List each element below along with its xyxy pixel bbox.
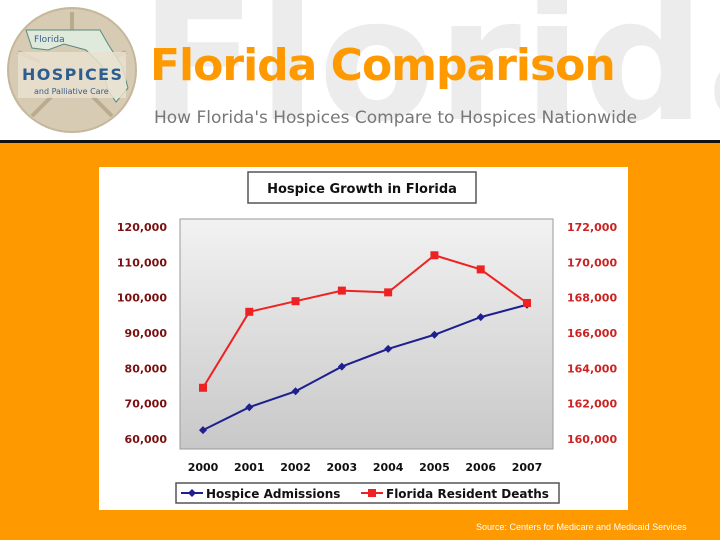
legend-swatch-marker: [368, 489, 376, 497]
chart-panel: Hospice Growth in Florida 60,000 70,000 80…: [99, 167, 628, 510]
series-line: [202, 254, 528, 389]
data-point: [430, 330, 439, 339]
right-axis-ticks: 160,000 162,000 164,000 166,000 168,000 170,0…: [567, 221, 617, 446]
left-axis-tick-label: 90,000: [125, 327, 168, 340]
right-axis-tick-label: 172,000: [567, 221, 617, 234]
right-axis-tick-label: 170,000: [567, 256, 617, 269]
left-axis-tick-label: 70,000: [125, 398, 168, 411]
left-axis-ticks: 60,000 70,000 80,000 90,000 100,000 110,000 12…: [117, 221, 167, 446]
data-point: [291, 297, 300, 306]
x-axis-tick-label: 2003: [327, 461, 358, 474]
left-axis-tick-label: 80,000: [125, 362, 168, 375]
logo-line2: HOSPICES: [22, 65, 122, 84]
right-axis-tick-label: 160,000: [567, 433, 617, 446]
legend-label: Florida Resident Deaths: [386, 487, 549, 501]
data-point: [245, 307, 254, 316]
data-point: [245, 403, 254, 412]
data-point: [476, 265, 485, 274]
logo-line3: and Palliative Care: [34, 87, 109, 96]
chart-title-box: [247, 171, 477, 204]
data-point: [476, 313, 485, 322]
legend-swatch-marker: [188, 489, 196, 497]
legend: Hospice Admissions Florida Resident Death…: [181, 487, 549, 501]
page-title: Florida Comparison: [150, 40, 616, 91]
x-axis-tick-label: 2001: [234, 461, 265, 474]
hospice-growth-chart: Hospice Growth in Florida 60,000 70,000 80…: [117, 171, 617, 504]
background-watermark-word: Florida: [140, 0, 720, 140]
data-point: [337, 362, 346, 371]
data-point: [337, 286, 346, 295]
slide-header: Florida Florida HOSPICES and Palliative …: [0, 0, 720, 140]
x-axis-tick-label: 2002: [280, 461, 311, 474]
left-axis-tick-label: 100,000: [117, 292, 167, 305]
x-axis-tick-label: 2007: [512, 461, 543, 474]
header-divider: [0, 140, 720, 143]
data-point: [199, 383, 207, 392]
data-point: [291, 387, 300, 396]
data-point: [384, 344, 393, 353]
logo-line1: Florida: [34, 35, 65, 45]
left-axis-tick-label: 120,000: [117, 221, 167, 234]
right-axis-tick-label: 164,000: [567, 362, 617, 375]
data-point: [384, 288, 393, 297]
page-subtitle: How Florida's Hospices Compare to Hospic…: [154, 108, 638, 128]
sand-dollar-logo-icon: Florida HOSPICES and Palliative Care: [7, 7, 137, 133]
x-axis-tick-label: 2000: [188, 461, 219, 474]
legend-label: Hospice Admissions: [206, 487, 340, 501]
data-point: [523, 298, 531, 307]
right-axis-tick-label: 166,000: [567, 327, 617, 340]
right-axis-tick-label: 168,000: [567, 292, 617, 305]
x-axis-tick-label: 2004: [373, 461, 404, 474]
x-axis-tick-label: 2006: [465, 461, 496, 474]
chart-title: Hospice Growth in Florida: [267, 182, 457, 197]
left-axis-tick-label: 110,000: [117, 256, 167, 269]
data-point: [430, 251, 439, 260]
left-axis-tick-label: 60,000: [125, 433, 168, 446]
series-line: [202, 303, 528, 432]
source-note: Source: Centers for Medicare and Medicai…: [476, 522, 687, 532]
x-axis-tick-label: 2005: [419, 461, 450, 474]
x-axis-ticks: 2000 2001 2002 2003 2004 2005 2006 2007: [188, 461, 543, 474]
series-layer: [199, 251, 531, 435]
right-axis-tick-label: 162,000: [567, 398, 617, 411]
data-point: [199, 426, 207, 435]
